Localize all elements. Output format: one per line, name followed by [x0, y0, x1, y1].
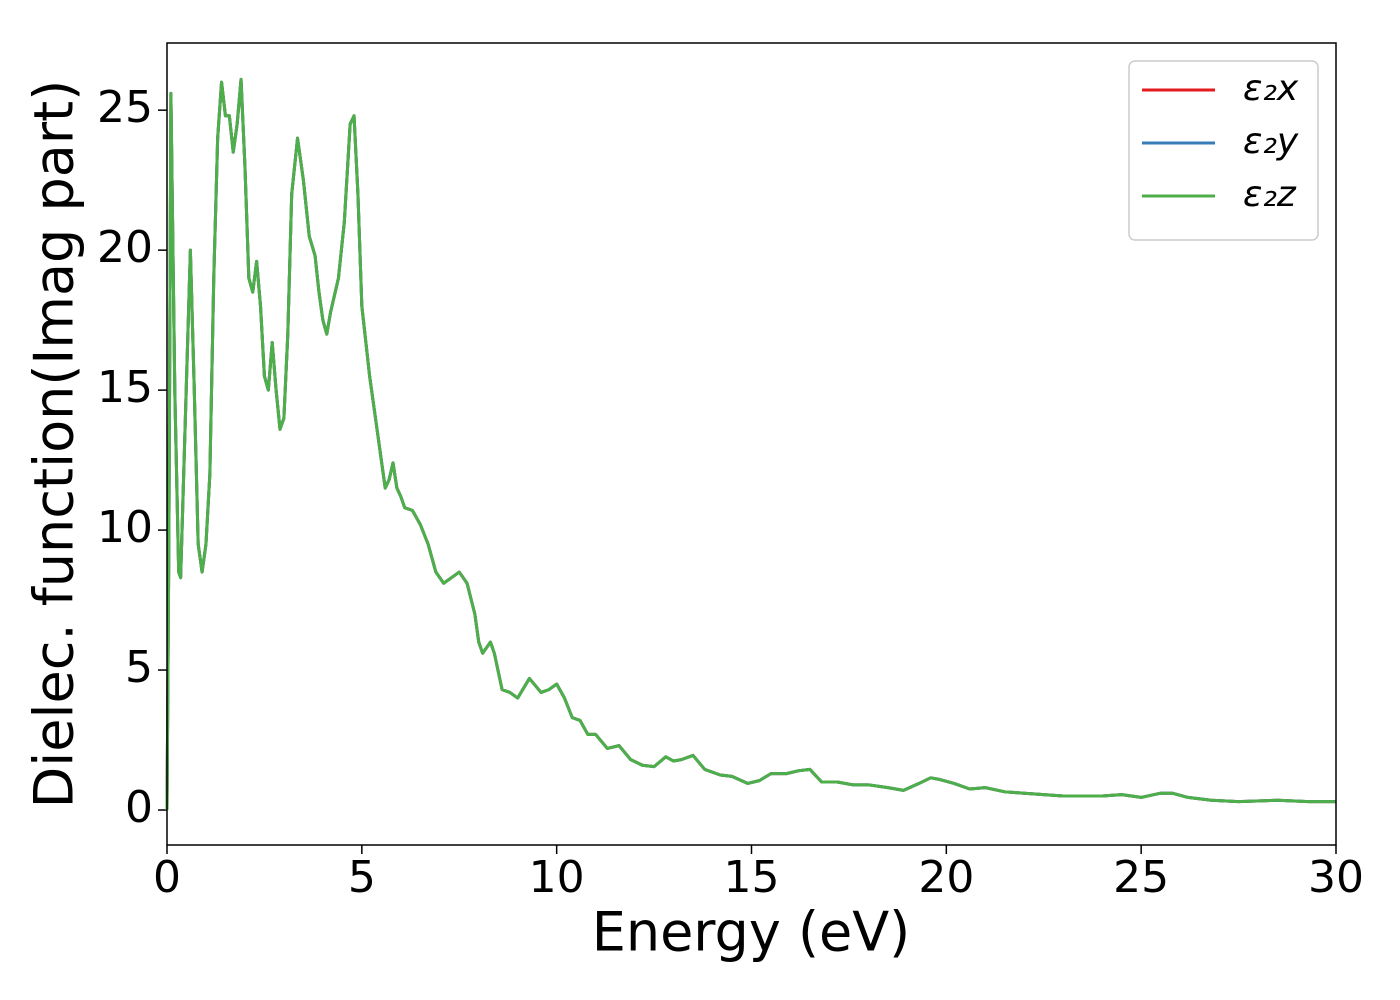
x-tick-label: 0 [153, 852, 181, 903]
x-tick-label: 25 [1113, 852, 1169, 903]
y-tick-label: 5 [125, 642, 153, 693]
x-tick-label: 5 [348, 852, 376, 903]
y-tick-label: 20 [97, 222, 153, 273]
plot-frame [166, 42, 1337, 846]
series-line [165, 77, 1336, 811]
x-axis-label: Energy (eV) [592, 901, 911, 964]
y-axis-label: Dielec. function(Imag part) [23, 80, 86, 809]
x-tick-label: 30 [1308, 852, 1364, 903]
y-tick-label: 15 [97, 362, 153, 413]
x-tick-label: 20 [918, 852, 974, 903]
y-tick-label: 25 [97, 82, 153, 133]
y-tick-label: 0 [125, 782, 153, 833]
legend-label: ε₂z [1243, 174, 1297, 215]
legend-label: ε₂x [1243, 68, 1299, 109]
y-tick-label: 10 [97, 502, 153, 553]
legend-label: ε₂y [1243, 121, 1299, 162]
x-tick-label: 15 [724, 852, 780, 903]
x-tick-label: 10 [529, 852, 585, 903]
